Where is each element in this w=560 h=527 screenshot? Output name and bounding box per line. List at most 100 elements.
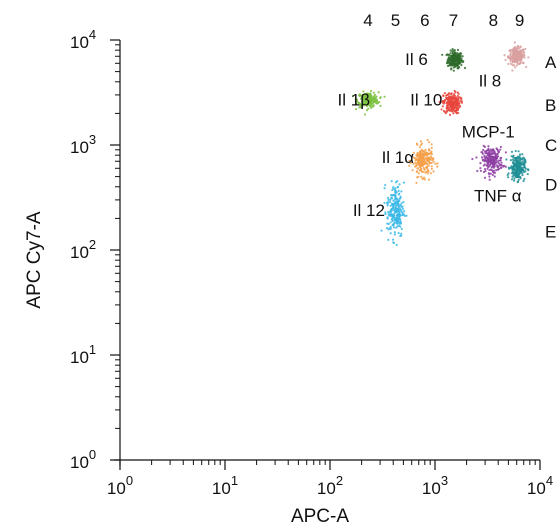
data-point (499, 159, 502, 162)
data-point (390, 194, 394, 197)
data-point (521, 166, 524, 169)
series-label: Il 12 (353, 201, 385, 220)
data-point (395, 204, 398, 207)
data-point (455, 107, 458, 111)
data-point (400, 190, 403, 193)
data-point (424, 148, 427, 151)
data-point (379, 96, 382, 100)
data-point (500, 166, 503, 169)
data-point (480, 156, 484, 159)
data-point (454, 90, 457, 94)
data-point (451, 48, 454, 51)
data-point (441, 53, 444, 56)
data-point (488, 178, 491, 181)
data-point (417, 159, 421, 162)
data-point (384, 183, 387, 187)
data-point (483, 163, 486, 166)
data-point (506, 55, 509, 58)
data-point (448, 113, 452, 116)
data-point (365, 99, 368, 102)
data-point (490, 150, 493, 153)
data-point (451, 110, 455, 113)
data-point (514, 165, 517, 168)
y-tick-label: 100 (70, 447, 96, 472)
data-point (428, 158, 431, 161)
data-point (427, 148, 431, 151)
data-point (423, 178, 427, 181)
data-point (351, 94, 355, 98)
data-point (427, 156, 430, 159)
data-point (449, 52, 452, 55)
data-point (383, 201, 386, 205)
data-point (400, 210, 403, 213)
data-point (362, 90, 365, 93)
data-point (516, 44, 520, 48)
data-point (431, 158, 434, 162)
data-point (395, 222, 399, 225)
data-point (471, 157, 474, 161)
data-point (460, 96, 463, 100)
data-point (523, 54, 526, 57)
data-point (514, 157, 517, 160)
data-point (486, 163, 489, 166)
data-point (392, 186, 395, 189)
data-point (355, 102, 358, 105)
data-point (518, 153, 522, 156)
data-point (427, 169, 430, 172)
data-point (412, 162, 415, 166)
data-point (425, 158, 428, 162)
data-point (491, 173, 494, 177)
data-point (447, 106, 451, 110)
data-point (397, 205, 400, 208)
data-point (393, 233, 397, 236)
data-point (403, 214, 406, 218)
data-point (488, 149, 491, 152)
data-point (427, 141, 431, 144)
data-point (508, 57, 512, 60)
data-point (396, 180, 399, 183)
data-point (518, 171, 522, 174)
data-point (458, 102, 461, 105)
data-point (418, 157, 421, 160)
data-point (418, 146, 421, 149)
data-point (523, 166, 526, 169)
data-point (400, 227, 403, 230)
data-point (364, 94, 367, 97)
data-point (430, 165, 433, 168)
data-point (394, 207, 397, 210)
data-point (518, 49, 522, 52)
data-point (421, 150, 424, 154)
data-point (392, 241, 395, 244)
data-point (452, 62, 455, 65)
data-point (487, 145, 490, 148)
data-point (420, 142, 423, 145)
data-point (450, 105, 454, 108)
right-label: E (545, 223, 556, 242)
data-point (452, 112, 455, 115)
data-point (483, 154, 486, 157)
data-point (369, 89, 373, 93)
data-point (526, 172, 529, 176)
data-point (369, 97, 372, 100)
data-point (430, 143, 433, 146)
data-point (509, 159, 513, 162)
data-point (441, 105, 444, 108)
data-point (432, 160, 435, 163)
data-point (377, 91, 380, 94)
data-point (509, 53, 512, 56)
data-point (426, 138, 429, 141)
data-point (456, 61, 460, 65)
data-point (396, 198, 399, 201)
data-point (493, 157, 496, 161)
data-point (485, 149, 489, 152)
data-point (507, 166, 510, 169)
data-point (519, 62, 522, 65)
data-point (390, 180, 393, 183)
data-point (521, 153, 524, 156)
data-point (510, 155, 513, 158)
data-point (414, 161, 417, 164)
data-point (362, 95, 365, 98)
data-point (524, 170, 527, 173)
data-point (511, 69, 514, 72)
data-point (387, 238, 390, 241)
